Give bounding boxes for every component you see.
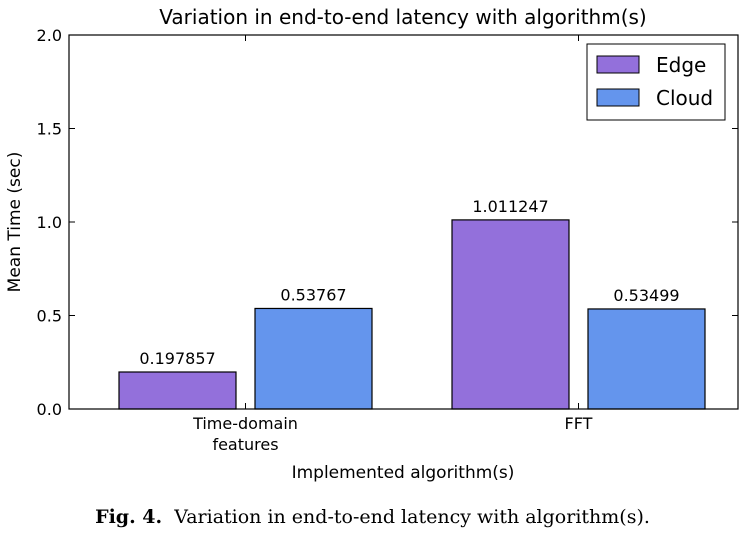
- bar-value-label: 0.197857: [139, 349, 215, 368]
- x-tick-label: Time-domain features: [192, 414, 298, 454]
- bar-value-label: 0.53499: [613, 286, 679, 305]
- figure-caption: Fig. 4. Variation in end-to-end latency …: [0, 506, 745, 528]
- value-labels-group: 0.197857 1.011247 0.53767 0.53499: [139, 197, 679, 368]
- x-tick-label: FFT: [565, 414, 593, 433]
- caption-label: Fig. 4.: [95, 506, 163, 528]
- legend-label-edge: Edge: [656, 53, 706, 77]
- chart-title: Variation in end-to-end latency with alg…: [159, 5, 646, 29]
- y-tick-label: 0.5: [37, 307, 62, 326]
- bars-group: [118, 219, 706, 410]
- bar-edge-1: [451, 219, 570, 410]
- plot-frame: [68, 34, 739, 410]
- bar-value-label: 0.53767: [280, 285, 346, 304]
- y-tick-label: 1.5: [37, 120, 62, 139]
- legend-swatch-edge: [596, 55, 640, 74]
- y-axis-label: Mean Time (sec): [5, 152, 25, 293]
- legend: Edge Cloud: [586, 43, 726, 121]
- caption-text: Variation in end-to-end latency with alg…: [174, 506, 650, 528]
- legend-swatch-cloud: [596, 88, 640, 107]
- y-tick-label: 0.0: [37, 400, 62, 419]
- x-axis-ticks: Time-domain features FFT: [192, 35, 593, 454]
- bar-edge-0: [118, 371, 237, 410]
- y-tick-label: 2.0: [37, 26, 62, 45]
- y-tick-label: 1.0: [37, 213, 62, 232]
- bar-cloud-0: [254, 307, 373, 410]
- bar-value-label: 1.011247: [472, 197, 548, 216]
- x-axis-label: Implemented algorithm(s): [292, 463, 515, 483]
- bar-cloud-1: [587, 308, 706, 410]
- legend-label-cloud: Cloud: [656, 86, 713, 110]
- bar-chart: Variation in end-to-end latency with alg…: [5, 5, 739, 483]
